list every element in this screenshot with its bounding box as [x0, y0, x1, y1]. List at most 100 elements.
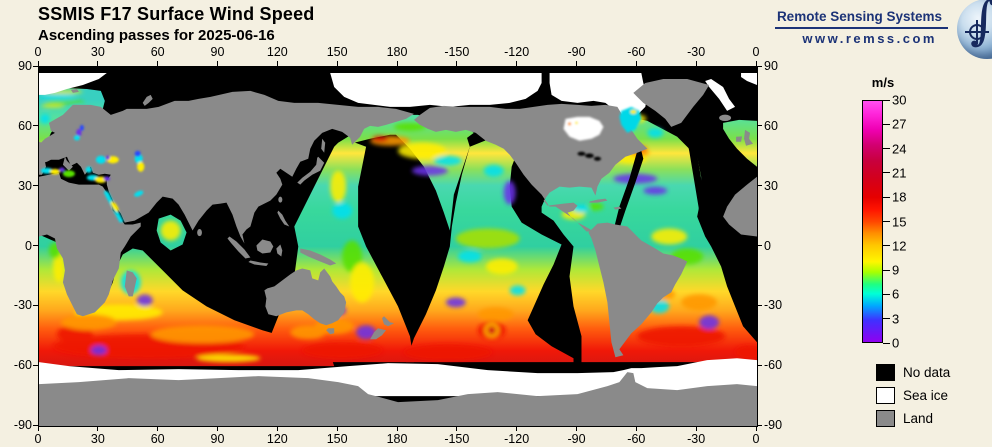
lat-label-left: -30 [13, 298, 32, 313]
lon-label-top: 150 [326, 45, 348, 59]
polar-gap-strip [39, 67, 757, 73]
inland-sea-layer [40, 106, 642, 223]
legend-label: Sea ice [903, 388, 949, 403]
colorbar-tick-label: 24 [892, 141, 907, 157]
iceland [719, 114, 732, 122]
lon-label-top: 0 [34, 45, 42, 59]
lat-tick-left [33, 364, 38, 366]
britain-right-edge [744, 129, 754, 146]
lon-tick-top [695, 61, 697, 66]
lon-label-top: -60 [627, 45, 646, 59]
lat-label-left: -60 [13, 358, 32, 373]
page-title: SSMIS F17 Surface Wind Speed [38, 4, 315, 24]
remss-url[interactable]: www.remss.com [802, 31, 937, 46]
colorbar-unit: m/s [871, 75, 895, 90]
persian-gulf [134, 190, 144, 197]
greenland [633, 78, 710, 127]
great-lakes [577, 151, 602, 161]
swath-gap-layer [613, 112, 704, 235]
lat-tick-right [757, 65, 762, 67]
colorbar-tick [883, 245, 890, 247]
colorbar-tick [883, 293, 890, 295]
lat-label-left: 60 [18, 118, 32, 133]
lon-label-bottom: -60 [627, 432, 646, 446]
lon-label-top: 0 [752, 45, 760, 59]
borneo [256, 239, 274, 254]
lon-label-bottom: 60 [150, 432, 165, 446]
madagascar [124, 270, 137, 297]
new-zealand-north [382, 316, 395, 327]
lat-label-right: -90 [764, 418, 783, 432]
lon-tick-bottom [456, 426, 458, 431]
lon-label-bottom: -150 [444, 432, 470, 446]
lon-label-bottom: 0 [752, 432, 760, 446]
lon-tick-top [97, 61, 99, 66]
map-canvas [39, 67, 757, 426]
lat-tick-right [757, 304, 762, 306]
legend-swatch [876, 410, 895, 427]
legend-row-sea-ice: Sea ice [876, 384, 950, 407]
lon-tick-bottom [97, 426, 99, 431]
lat-tick-left [33, 424, 38, 426]
lon-tick-bottom [695, 426, 697, 431]
legend-label: No data [903, 365, 951, 380]
lon-tick-bottom [576, 426, 577, 431]
lon-label-bottom: 0 [34, 432, 42, 446]
lat-tick-left [33, 125, 38, 127]
novaya-zemlya [142, 94, 153, 106]
australia [264, 268, 347, 326]
lon-label-top: -150 [444, 45, 470, 59]
colorbar-tick-label: 6 [892, 286, 900, 302]
lon-tick-bottom [37, 426, 39, 431]
lon-tick-top [157, 61, 159, 66]
legend-label: Land [903, 411, 934, 426]
lon-tick-top [217, 61, 218, 66]
lon-label-top: 30 [90, 45, 105, 59]
italy [62, 156, 73, 171]
colorbar-tick-label: 12 [892, 238, 907, 254]
lon-tick-top [576, 61, 577, 66]
lat-tick-right [757, 364, 762, 366]
sakhalin [321, 138, 326, 153]
sulawesi [276, 244, 283, 257]
lon-tick-bottom [516, 426, 518, 431]
colorbar-tick-label: 21 [892, 165, 907, 181]
lat-tick-right [757, 125, 762, 127]
taiwan [278, 196, 283, 203]
colorbar-tick [883, 196, 890, 198]
africa [39, 172, 141, 317]
lon-label-top: -120 [504, 45, 530, 59]
lon-tick-top [755, 61, 757, 66]
colorbar-tick-label: 27 [892, 116, 907, 132]
page-subtitle: Ascending passes for 2025-06-16 [38, 27, 275, 44]
svalbard [70, 88, 79, 93]
colorbar-tick [883, 318, 890, 320]
lon-tick-bottom [755, 426, 757, 431]
lat-label-right: 60 [764, 118, 778, 133]
lon-label-top: -30 [687, 45, 706, 59]
lat-tick-right [757, 424, 762, 426]
lon-label-top: 90 [210, 45, 225, 59]
map-legend: No data Sea ice Land [876, 361, 950, 430]
new-guinea [300, 248, 337, 266]
colorbar-bar [862, 100, 883, 343]
colorbar-tick-label: 9 [892, 262, 900, 278]
lon-tick-bottom [157, 426, 159, 431]
lon-label-top: 60 [150, 45, 165, 59]
lat-label-right: -30 [764, 298, 783, 313]
lon-tick-bottom [635, 426, 637, 431]
cuba [589, 198, 608, 203]
antarctica [39, 372, 757, 426]
iberia-left-edge [39, 159, 46, 175]
lon-tick-top [37, 61, 39, 66]
tasmania [326, 328, 335, 335]
lat-tick-right [757, 245, 762, 246]
lon-label-bottom: 90 [210, 432, 225, 446]
lat-tick-left [33, 65, 38, 67]
legend-row-no-data: No data [876, 361, 950, 384]
lon-label-top: 180 [386, 45, 408, 59]
lat-label-left: 30 [18, 178, 32, 193]
lat-label-right: 90 [764, 59, 778, 73]
lat-label-right: -60 [764, 358, 783, 373]
